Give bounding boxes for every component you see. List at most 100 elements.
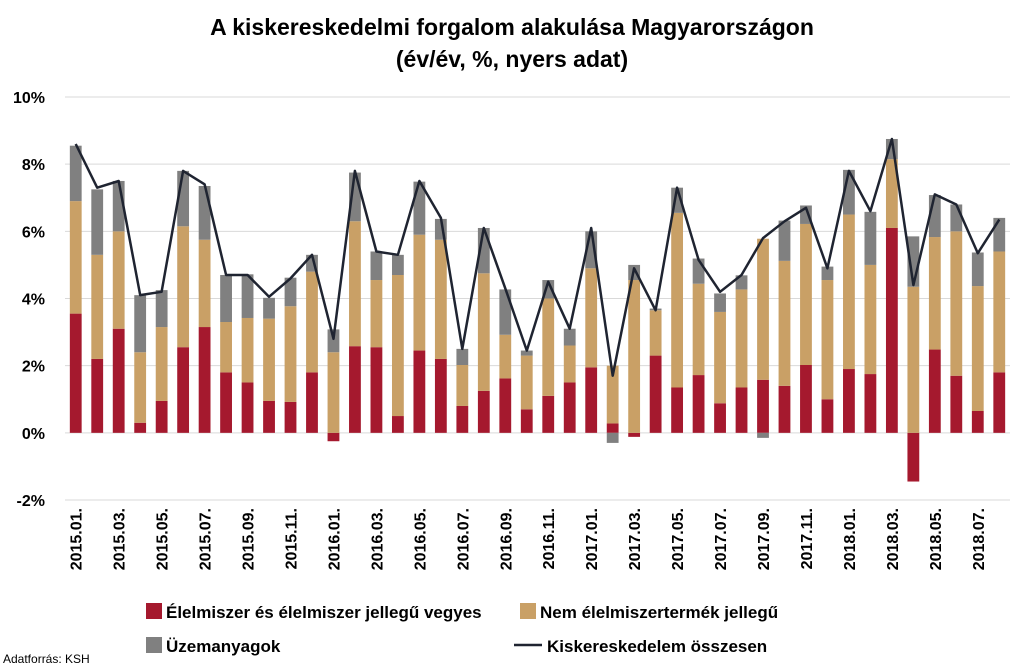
bar-segment [821,266,834,281]
bar-segment [800,364,812,433]
bar-segment [499,378,512,433]
x-tick-label: 2015.01. [69,508,86,570]
bar-segment [628,432,641,437]
bar-segment [327,352,340,433]
bar-segment [112,231,125,329]
bar-segment [155,327,168,401]
bar-segment [542,395,555,433]
bar-segment [563,345,576,383]
bar-segment [563,382,576,433]
x-axis-tick-labels: 2015.01. 2015.03. 2015.05. 2015.07. 2015.09.… [69,508,988,570]
bars [69,138,1006,482]
bar-segment [885,138,898,160]
bar-segment [714,293,726,312]
bar-segment [757,432,769,438]
bar-segment [391,254,404,275]
bar-segment [628,280,641,433]
bar-segment [241,274,254,318]
y-tick-label: 10% [13,90,45,107]
y-tick-label: 6% [22,224,45,241]
bar-segment [349,172,361,222]
bar-segment [585,268,598,368]
bar-segment [993,217,1006,252]
bar-segment [585,367,598,433]
bar-segment [155,290,168,328]
bar-segment [907,286,920,433]
bar-segment [692,283,705,376]
bar-segment [735,289,748,388]
x-tick-label: 2016.09. [498,508,515,570]
legend-swatch [520,603,536,619]
y-axis-tick-labels: 10% 8% 6% 4% 2% 0% -2% [13,90,45,510]
bar-segment [91,189,104,255]
bar-segment [778,220,791,261]
y-tick-label: 8% [22,157,45,174]
bar-segment [477,390,490,433]
bar-segment [692,375,705,433]
x-tick-label: 2017.07. [713,508,730,570]
bar-segment [692,258,705,284]
bar-segment [263,318,275,401]
bar-segment [864,374,877,433]
bar-segment [714,403,726,433]
legend: Élelmiszer és élelmiszer jellegű vegyes N… [146,603,778,656]
bar-segment [370,251,383,281]
bar-segment [434,218,447,240]
bar-segment [928,237,941,350]
bar-segment [69,313,82,433]
source-note: Adatforrás: KSH [3,652,90,666]
bar-segment [928,349,941,433]
bar-segment [520,409,533,433]
bar-segment [456,364,469,406]
bar-segment [800,205,812,224]
x-tick-label: 2016.01. [326,508,343,570]
bar-segment [434,239,447,359]
bar-segment [134,295,147,353]
bar-segment [499,289,512,335]
x-tick-label: 2016.03. [369,508,386,570]
bar-segment [177,226,190,348]
total-line-layer [74,137,1001,377]
x-tick-label: 2018.07. [971,508,988,570]
y-tick-label: -2% [17,493,45,510]
legend-swatch [146,603,162,619]
bar-segment [542,280,555,299]
legend-label: Nem élelmiszertermék jellegű [540,603,778,622]
bar-segment [671,212,684,388]
bar-segment [950,375,963,433]
x-tick-label: 2017.05. [670,508,687,570]
bar-segment [370,347,383,433]
bar-segment [671,387,684,433]
bar-segment [263,297,275,319]
bar-segment [821,399,834,433]
bar-segment [284,401,297,433]
bar-segment [520,350,533,356]
legend-label: Élelmiszer és élelmiszer jellegű vegyes [166,603,482,622]
bar-segment [843,169,855,215]
x-tick-label: 2018.05. [928,508,945,570]
bar-segment [263,400,275,433]
bar-segment [284,277,297,307]
bar-segment [778,260,791,386]
x-tick-label: 2015.11. [284,508,301,569]
bar-segment [198,185,211,240]
bar-segment [649,310,662,356]
bar-segment [477,227,490,274]
total-line [74,137,1001,377]
bar-segment [477,273,490,391]
bar-segment [241,382,254,433]
y-tick-label: 0% [22,426,45,443]
bar-segment [671,187,684,213]
bar-segment [778,385,791,433]
bar-segment [413,350,426,433]
legend-label: Kiskereskedelem összesen [547,637,767,656]
y-tick-label: 4% [22,292,45,309]
bar-segment [864,264,877,375]
bar-segment [241,317,254,383]
bar-segment [69,145,82,202]
x-tick-label: 2017.09. [756,508,773,570]
bar-segment [349,346,361,433]
bar-segment [907,236,920,287]
bar-segment [349,221,361,347]
bar-segment [284,306,297,402]
